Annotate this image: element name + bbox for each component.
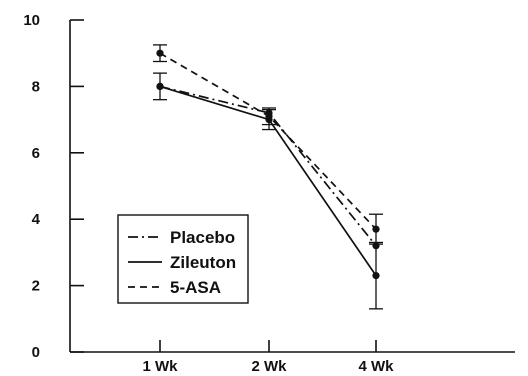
data-point — [265, 112, 273, 120]
x-ticks: 1 Wk 2 Wk 4 Wk — [142, 340, 394, 375]
x-tick-label: 1 Wk — [142, 358, 178, 375]
y-ticks: 0 2 4 6 8 10 — [23, 12, 84, 361]
y-tick-label: 6 — [32, 145, 40, 162]
data-point — [372, 225, 380, 233]
series-line — [159, 52, 377, 230]
legend-label: Zileuton — [170, 253, 236, 272]
series-layer — [153, 44, 383, 310]
y-tick-label: 0 — [32, 344, 40, 361]
legend-label: Placebo — [170, 228, 235, 247]
y-tick-label: 10 — [23, 12, 40, 29]
y-tick-label: 8 — [32, 78, 40, 95]
series-5-asa — [153, 44, 383, 245]
x-tick-label: 4 Wk — [358, 358, 394, 375]
legend-label: 5-ASA — [170, 278, 221, 297]
series-line — [159, 85, 377, 247]
y-tick-label: 2 — [32, 278, 40, 295]
data-point — [156, 49, 164, 57]
data-point — [372, 272, 380, 280]
data-point — [156, 82, 164, 90]
axes: 0 2 4 6 8 10 1 Wk 2 Wk 4 Wk — [23, 12, 515, 375]
legend: Placebo Zileuton 5-ASA — [117, 214, 249, 304]
y-tick-label: 4 — [32, 211, 41, 228]
x-tick-label: 2 Wk — [251, 358, 287, 375]
legend-box — [117, 214, 249, 304]
